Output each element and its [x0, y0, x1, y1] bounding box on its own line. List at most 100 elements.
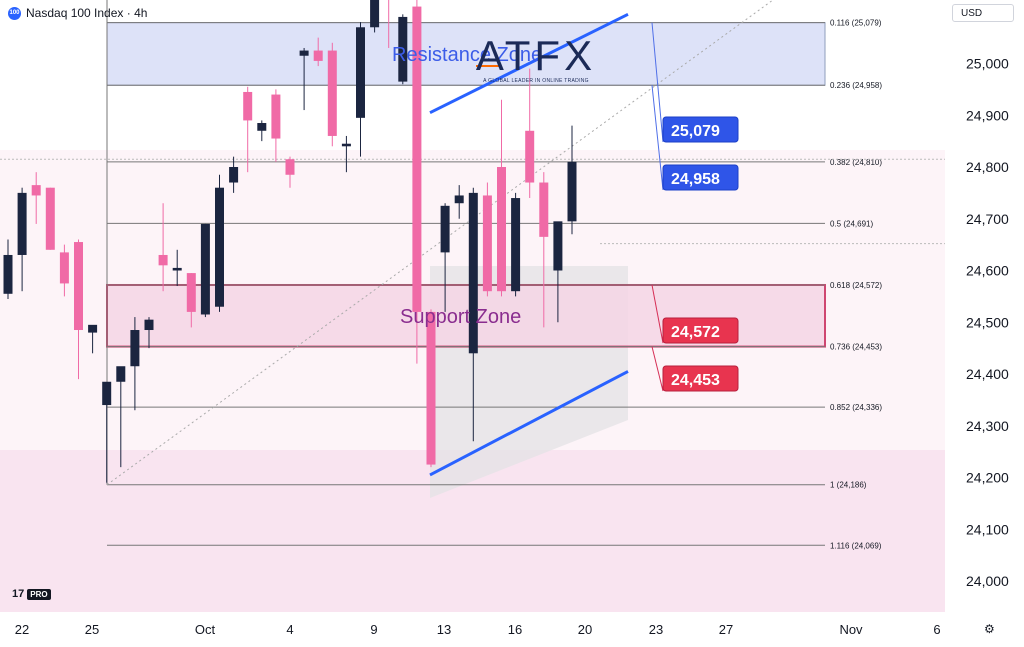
x-tick-label: Oct: [195, 622, 216, 637]
candle[interactable]: [454, 195, 464, 204]
currency-button[interactable]: USD: [952, 4, 1014, 22]
fib-level-label: 0.236 (24,958): [830, 81, 882, 90]
candle[interactable]: [45, 187, 55, 250]
x-tick-label: 20: [578, 622, 592, 637]
x-tick-label: 25: [85, 622, 99, 637]
x-tick-label: 6: [933, 622, 940, 637]
candle[interactable]: [440, 205, 450, 253]
resistance-zone[interactable]: [106, 22, 826, 86]
candle[interactable]: [17, 192, 27, 255]
pro-badge: PRO: [27, 589, 51, 600]
tradingview-logo[interactable]: 17 PRO: [12, 588, 51, 600]
price-tag-pointer: [651, 346, 664, 392]
candle[interactable]: [567, 161, 577, 222]
x-tick-label: 16: [508, 622, 522, 637]
fib-level-label: 0.618 (24,572): [830, 281, 882, 290]
price-tag-pointer: [651, 22, 664, 143]
candle[interactable]: [341, 143, 351, 147]
candle[interactable]: [31, 185, 41, 196]
candle[interactable]: [468, 192, 478, 354]
candle[interactable]: [59, 252, 69, 284]
y-tick-label: 24,900: [966, 107, 1009, 123]
candle[interactable]: [116, 366, 126, 382]
y-tick-label: 24,500: [966, 314, 1009, 330]
fib-level-label: 0.5 (24,691): [830, 219, 873, 228]
candle[interactable]: [327, 50, 337, 136]
candle[interactable]: [497, 167, 506, 292]
candle[interactable]: [88, 324, 98, 333]
channel-upper-line[interactable]: [429, 12, 629, 115]
candle[interactable]: [186, 273, 196, 312]
price-tag-pointer: [651, 85, 664, 191]
fib-level-label: 1 (24,186): [830, 481, 867, 490]
candle[interactable]: [102, 381, 112, 406]
price-tag-pointer: [651, 284, 664, 344]
fib-level-label: 1.116 (24,069): [830, 541, 882, 550]
candle[interactable]: [243, 91, 253, 121]
y-tick-label: 24,300: [966, 418, 1009, 434]
price-tag[interactable]: [662, 116, 739, 143]
candle[interactable]: [215, 187, 224, 307]
x-tick-label: 9: [370, 622, 377, 637]
candle[interactable]: [553, 221, 563, 271]
x-tick-label: 22: [15, 622, 29, 637]
price-tag[interactable]: [662, 317, 739, 344]
x-tick-label: 27: [719, 622, 733, 637]
fib-trend-dotted: [106, 0, 774, 486]
x-tick-label: 4: [286, 622, 293, 637]
y-tick-label: 25,000: [966, 56, 1009, 72]
candle[interactable]: [271, 94, 281, 139]
y-tick-label: 24,600: [966, 263, 1009, 279]
candle[interactable]: [3, 254, 13, 294]
y-tick-label: 24,200: [966, 470, 1009, 486]
support-zone-label: Support Zone: [400, 306, 521, 328]
price-tag-label: 24,453: [671, 372, 720, 389]
brand-name: ATFX: [475, 32, 597, 79]
y-tick-label: 24,100: [966, 521, 1009, 537]
candle[interactable]: [525, 130, 535, 183]
y-tick-label: 24,400: [966, 366, 1009, 382]
candle[interactable]: [229, 167, 239, 183]
settings-icon[interactable]: ⚙: [984, 622, 995, 636]
candle[interactable]: [426, 311, 436, 465]
candle[interactable]: [398, 16, 408, 82]
tv-logo-icon: 17: [12, 588, 25, 600]
y-tick-label: 24,700: [966, 211, 1009, 227]
candle[interactable]: [482, 195, 492, 292]
candle[interactable]: [158, 254, 168, 266]
candle[interactable]: [511, 198, 521, 292]
candle[interactable]: [412, 6, 422, 312]
candle[interactable]: [74, 242, 83, 331]
fib-level-label: 0.736 (24,453): [830, 343, 882, 352]
price-tag-label: 24,572: [671, 324, 720, 341]
candle[interactable]: [257, 123, 267, 131]
fib-level-label: 0.382 (24,810): [830, 158, 882, 167]
chart-header: 100 Nasdaq 100 Index · 4h: [8, 6, 147, 20]
fib-level-label: 0.852 (24,336): [830, 403, 882, 412]
brand-tagline: A GLOBAL LEADER IN ONLINE TRADING: [483, 78, 589, 84]
candle[interactable]: [200, 223, 210, 315]
candle[interactable]: [285, 159, 295, 175]
brand-logo: ATFX A GLOBAL LEADER IN ONLINE TRADING: [474, 32, 598, 85]
candle[interactable]: [144, 319, 154, 331]
symbol-title[interactable]: Nasdaq 100 Index · 4h: [26, 6, 148, 20]
price-tag-label: 24,958: [671, 171, 720, 188]
candle[interactable]: [313, 50, 323, 61]
candle[interactable]: [130, 330, 140, 367]
x-tick-label: Nov: [839, 622, 863, 637]
candle[interactable]: [356, 27, 365, 118]
candle[interactable]: [299, 50, 309, 56]
y-tick-label: 24,000: [966, 573, 1009, 589]
x-tick-label: 13: [437, 622, 451, 637]
channel-lower-line[interactable]: [429, 370, 629, 477]
resistance-zone-label: Resistance Zone: [392, 44, 542, 66]
price-tag[interactable]: [662, 365, 739, 392]
candle[interactable]: [172, 267, 182, 271]
x-tick-label: 23: [649, 622, 663, 637]
price-tag[interactable]: [662, 164, 739, 191]
y-tick-label: 24,800: [966, 159, 1009, 175]
index-icon: 100: [8, 6, 21, 20]
candle[interactable]: [370, 0, 380, 28]
candle[interactable]: [539, 182, 549, 237]
